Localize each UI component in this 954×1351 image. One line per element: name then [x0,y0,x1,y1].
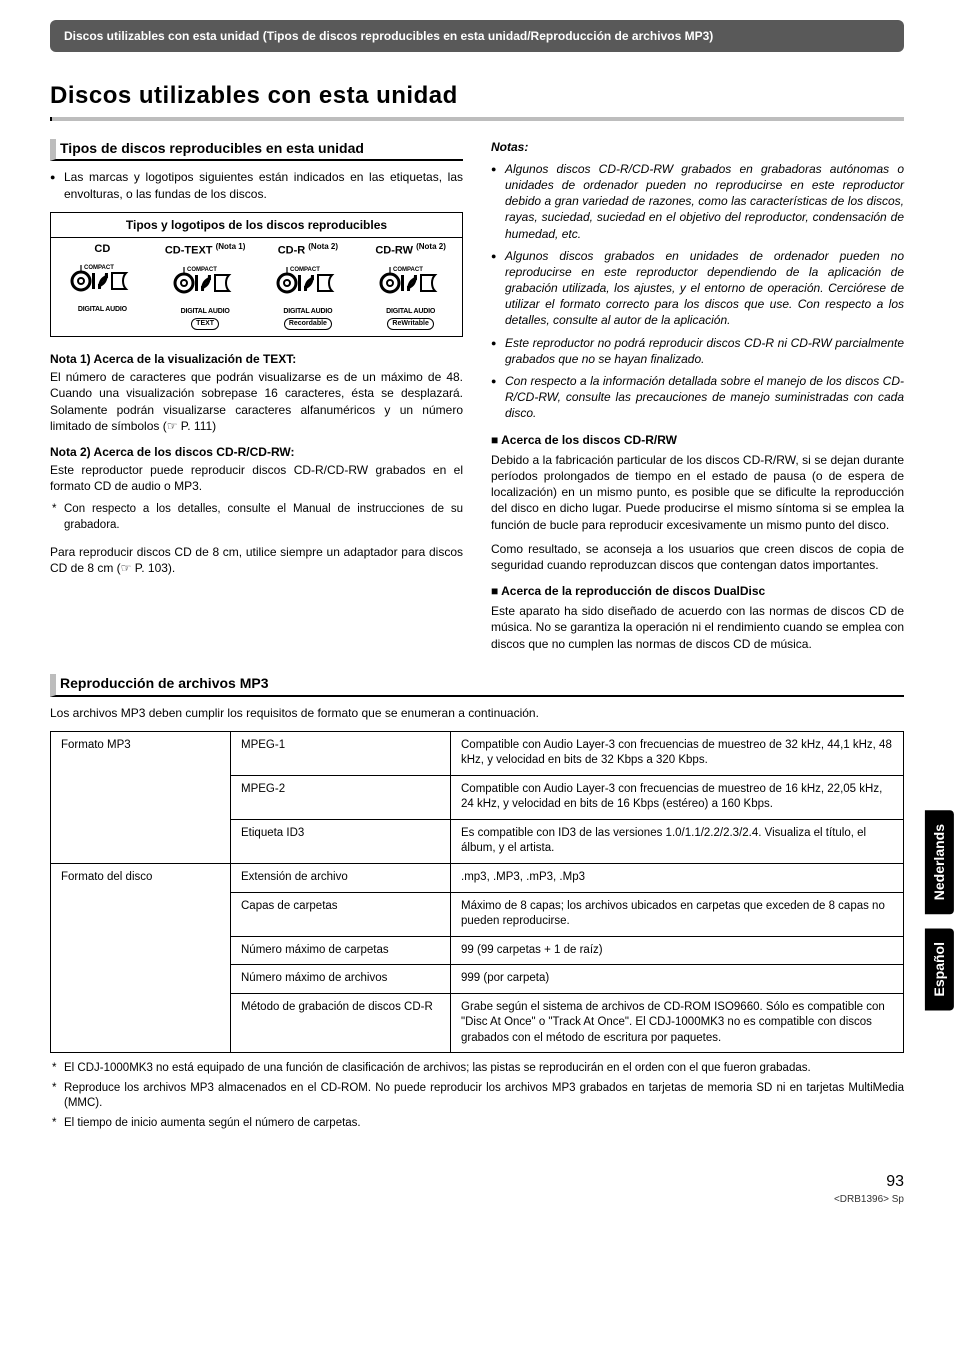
table-cell: MPEG-1 [231,731,451,775]
compact-disc-icon: COMPACT [379,263,443,308]
mp3-table: Formato MP3MPEG-1Compatible con Audio La… [50,731,904,1053]
nota2-body1: Este reproductor puede reproducir discos… [50,462,463,494]
logo-cell: CD-RW (Nota 2) COMPACT DIGITAL AUDIO ReW… [359,238,462,336]
note-8cm: Para reproducir discos CD de 8 cm, utili… [50,544,463,576]
svg-text:COMPACT: COMPACT [187,267,217,273]
table-cell: 99 (99 carpetas + 1 de raíz) [451,936,904,965]
nota2-body2: Con respecto a los detalles, consulte el… [50,502,463,533]
logo-cell: CD-R (Nota 2) COMPACT DIGITAL AUDIO Reco… [257,238,360,336]
table-cell: Número máximo de carpetas [231,936,451,965]
table-cell: 999 (por carpeta) [451,965,904,994]
compact-disc-icon: COMPACT [276,263,340,308]
logo-table-title: Tipos y logotipos de los discos reproduc… [51,213,462,238]
svg-text:COMPACT: COMPACT [393,267,423,273]
logo-sub: DIGITAL AUDIO [361,307,460,316]
footnote-item: El tiempo de inicio aumenta según el núm… [50,1116,904,1132]
logo-label: CD-R (Nota 2) [259,242,358,259]
svg-text:COMPACT: COMPACT [84,265,114,271]
table-cell: MPEG-2 [231,775,451,819]
right-column: Notas: Algunos discos CD-R/CD-RW grabado… [491,139,904,660]
nota2-heading: Nota 2) Acerca de los discos CD-R/CD-RW: [50,444,463,460]
mp3-footnotes: El CDJ-1000MK3 no está equipado de una f… [50,1061,904,1131]
notes-list: Algunos discos CD-R/CD-RW grabados en gr… [491,161,904,422]
compact-disc-icon: COMPACT [70,261,134,306]
table-row: Formato MP3MPEG-1Compatible con Audio La… [51,731,904,775]
table-cell: Número máximo de archivos [231,965,451,994]
tab-espanol[interactable]: Español [925,928,954,1010]
note-item: Con respecto a la información detallada … [491,373,904,422]
note-item: Este reproductor no podrá reproducir dis… [491,335,904,367]
table-cell: Capas de carpetas [231,892,451,936]
svg-text:COMPACT: COMPACT [290,267,320,273]
logo-sub: DIGITAL AUDIO [156,307,255,316]
page-number: 93 [50,1171,904,1193]
tab-nederlands[interactable]: Nederlands [925,810,954,914]
table-cell: Es compatible con ID3 de las versiones 1… [451,819,904,863]
table-cell: Etiqueta ID3 [231,819,451,863]
table-cell: .mp3, .MP3, .mP3, .Mp3 [451,864,904,893]
notes-title: Notas: [491,139,904,155]
left-column: Tipos de discos reproducibles en esta un… [50,139,463,660]
sq-head-cdrrw: Acerca de los discos CD-R/RW [491,432,904,448]
language-tabs: Nederlands Español [925,810,954,1011]
section-title-disc-types: Tipos de discos reproducibles en esta un… [50,139,463,162]
logo-table: Tipos y logotipos de los discos reproduc… [50,212,463,337]
sq-body-cdrrw-1: Debido a la fabricación particular de lo… [491,452,904,533]
page-title: Discos utilizables con esta unidad [50,80,904,112]
intro-bullet: Las marcas y logotipos siguientes están … [50,169,463,201]
page-code: <DRB1396> Sp [50,1193,904,1207]
footnote-item: Reproduce los archivos MP3 almacenados e… [50,1081,904,1112]
breadcrumb-header: Discos utilizables con esta unidad (Tipo… [50,20,904,52]
table-cell: Extensión de archivo [231,864,451,893]
logo-cell: CD-TEXT (Nota 1) COMPACT DIGITAL AUDIO T… [154,238,257,336]
logo-cell: CD COMPACT DIGITAL AUDIO [51,238,154,336]
table-cell: Método de grabación de discos CD-R [231,993,451,1053]
table-cell: Compatible con Audio Layer-3 con frecuen… [451,775,904,819]
note-item: Algunos discos grabados en unidades de o… [491,248,904,329]
compact-disc-icon: COMPACT [173,263,237,308]
mp3-intro: Los archivos MP3 deben cumplir los requi… [50,705,904,721]
sq-body-cdrrw-2: Como resultado, se aconseja a los usuari… [491,541,904,573]
table-cell: Formato del disco [51,864,231,1053]
sq-head-dualdisc: Acerca de la reproducción de discos Dual… [491,583,904,599]
logo-label: CD-TEXT (Nota 1) [156,242,255,259]
table-cell: Máximo de 8 capas; los archivos ubicados… [451,892,904,936]
note-item: Algunos discos CD-R/CD-RW grabados en gr… [491,161,904,242]
title-rule [50,117,904,121]
sq-body-dualdisc: Este aparato ha sido diseñado de acuerdo… [491,603,904,652]
logo-label: CD-RW (Nota 2) [361,242,460,259]
logo-label: CD [53,242,152,257]
table-cell: Compatible con Audio Layer-3 con frecuen… [451,731,904,775]
logo-sub: DIGITAL AUDIO [53,305,152,314]
table-cell: Grabe según el sistema de archivos de CD… [451,993,904,1053]
table-row: Formato del discoExtensión de archivo.mp… [51,864,904,893]
nota1-body: El número de caracteres que podrán visua… [50,369,463,434]
table-cell: Formato MP3 [51,731,231,863]
logo-sub: DIGITAL AUDIO [259,307,358,316]
section-title-mp3: Reproducción de archivos MP3 [50,674,904,697]
footnote-item: El CDJ-1000MK3 no está equipado de una f… [50,1061,904,1077]
nota1-heading: Nota 1) Acerca de la visualización de TE… [50,351,463,367]
